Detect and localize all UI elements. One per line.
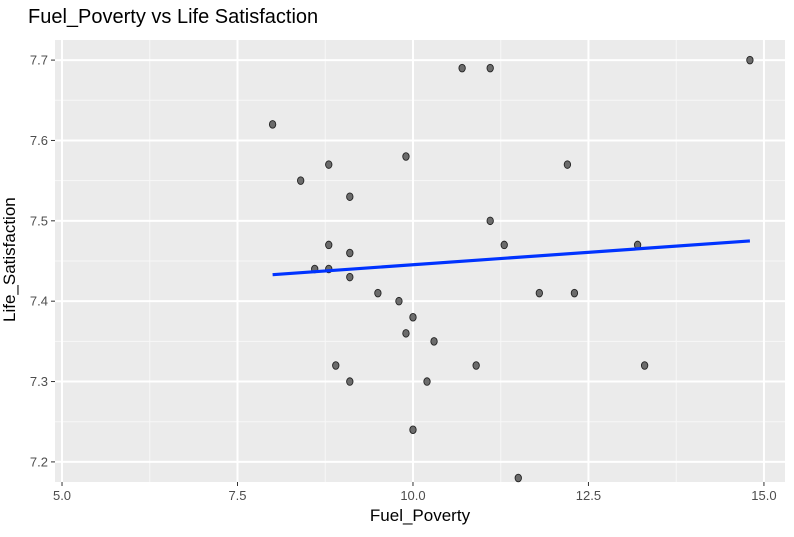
data-point	[268, 120, 277, 129]
data-point	[458, 63, 466, 73]
y-tick-label: 7.2	[30, 454, 48, 469]
chart-title: Fuel_Poverty vs Life Satisfaction	[28, 6, 319, 28]
data-point	[325, 160, 333, 169]
y-axis-label: Life_Satisfaction	[0, 197, 19, 322]
data-point	[746, 55, 754, 65]
x-axis-label: Fuel_Poverty	[369, 506, 471, 525]
x-tick-label: 12.5	[576, 488, 601, 503]
y-tick-label: 7.3	[30, 374, 48, 389]
trend-line	[272, 239, 751, 277]
x-tick-label: 5.0	[53, 488, 71, 503]
data-point	[486, 63, 494, 73]
trend-line-group	[272, 239, 751, 277]
data-point	[570, 288, 579, 298]
y-tick-label: 7.4	[30, 294, 48, 309]
x-tick-label: 10.0	[400, 488, 425, 503]
data-point	[297, 176, 305, 185]
data-point	[409, 313, 417, 322]
data-point	[514, 473, 522, 483]
data-point	[402, 152, 410, 161]
data-point	[423, 377, 431, 386]
y-tick-label: 7.6	[30, 133, 48, 148]
major-gridlines	[55, 40, 785, 482]
data-point	[395, 296, 403, 306]
y-tick-label: 7.5	[30, 213, 48, 228]
axis-tick-labels: 5.0 7.5 10.0 12.5 15.0 7.2 7.3 7.4 7.5 7.6 7.7	[30, 53, 777, 503]
data-point	[346, 248, 354, 258]
x-tick-label: 15.0	[751, 488, 776, 503]
data-point	[409, 425, 417, 435]
data-point	[535, 288, 543, 298]
data-point	[346, 377, 354, 386]
data-point	[346, 192, 354, 201]
data-point	[500, 240, 508, 250]
data-point	[332, 361, 340, 370]
data-point	[486, 216, 494, 226]
minor-gridlines	[55, 40, 785, 482]
data-point	[325, 240, 333, 250]
axis-ticks	[51, 59, 765, 486]
data-point	[430, 337, 438, 346]
y-tick-label: 7.7	[30, 53, 48, 68]
data-point	[402, 329, 410, 338]
x-tick-label: 7.5	[228, 488, 246, 503]
data-point	[640, 361, 649, 370]
data-point	[374, 288, 382, 298]
data-point	[472, 361, 480, 370]
data-points	[268, 55, 754, 483]
data-point	[563, 160, 572, 169]
data-point	[346, 272, 354, 282]
